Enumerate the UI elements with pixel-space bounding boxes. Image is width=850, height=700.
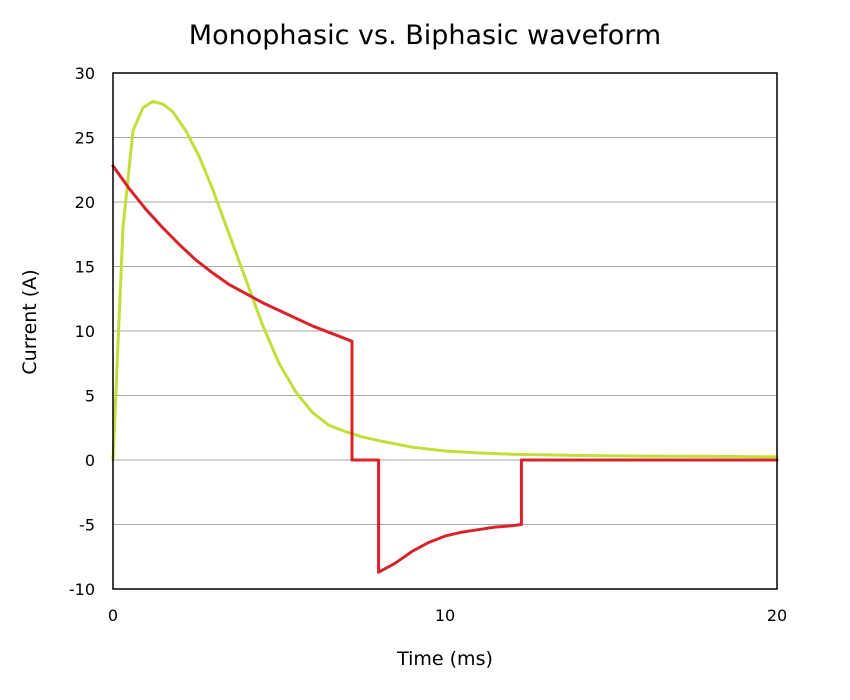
chart-title: Monophasic vs. Biphasic waveform	[188, 20, 662, 51]
y-tick-label: 20	[75, 193, 95, 212]
x-tick-labels: 0 10 20	[108, 606, 787, 625]
plot-area-frame	[112, 72, 778, 590]
y-tick-label: 10	[75, 322, 95, 341]
series-lines	[111, 99, 779, 574]
y-tick-label: 30	[75, 64, 95, 83]
y-tick-label: 5	[85, 387, 95, 406]
series-line-2	[111, 164, 779, 574]
x-axis-label: Time (ms)	[397, 648, 493, 670]
x-tick-label: 10	[435, 606, 455, 625]
y-tick-label: 15	[75, 258, 95, 277]
y-tick-labels: 30 25 20 15 10 5 0 -5 -10	[69, 64, 95, 599]
x-tick-label: 20	[767, 606, 787, 625]
y-tick-label: -10	[69, 580, 95, 599]
x-tick-label: 0	[108, 606, 118, 625]
series-line-1	[111, 99, 779, 462]
y-tick-label: -5	[79, 516, 95, 535]
gridlines	[113, 137, 777, 525]
y-tick-label: 25	[75, 129, 95, 148]
y-tick-label: 0	[85, 451, 95, 470]
